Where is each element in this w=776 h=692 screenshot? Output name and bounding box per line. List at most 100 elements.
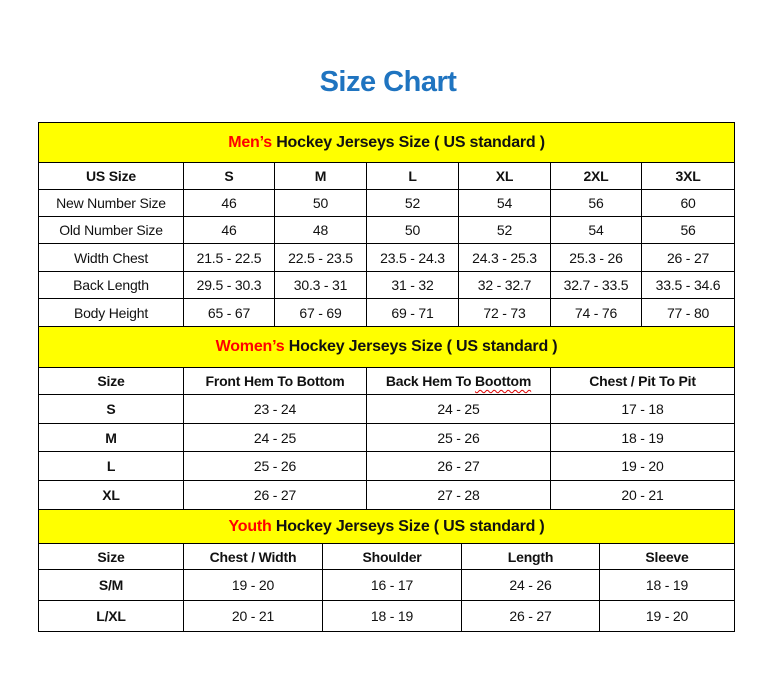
header-cell: L [366,162,459,190]
table-cell: Old Number Size [38,216,184,244]
header-cell: Sleeve [598,543,736,570]
table-cell: 27 - 28 [366,480,551,510]
table-cell: 33.5 - 34.6 [640,271,736,299]
table-cell: 52 [458,216,551,244]
table-cell: Body Height [38,298,184,327]
table-row: L/XL 20 - 21 18 - 19 26 - 27 19 - 20 [38,600,736,632]
youth-heading-text: Hockey Jerseys Size ( US standard ) [271,517,545,535]
header-cell: US Size [38,162,184,190]
table-cell: 54 [550,216,642,244]
table-cell: 46 [183,216,275,244]
table-row: Width Chest 21.5 - 22.5 22.5 - 23.5 23.5 - … [38,243,736,272]
table-cell: L/XL [38,600,184,632]
table-cell: 20 - 21 [183,600,323,632]
table-cell: 50 [274,189,367,217]
table-cell: 52 [366,189,459,217]
table-cell: 16 - 17 [322,569,462,601]
table-cell: 32.7 - 33.5 [550,271,642,299]
table-cell: S [38,394,184,424]
header-cell: Size [38,367,184,395]
header-cell: M [274,162,367,190]
table-cell: 18 - 19 [598,569,736,601]
table-cell: 26 - 27 [366,451,551,481]
table-row: M 24 - 25 25 - 26 18 - 19 [38,423,736,452]
page-title: Size Chart [319,66,457,98]
women-size-table: Women’s Hockey Jerseys Size ( US standar… [37,326,736,510]
table-cell: 25 - 26 [183,451,367,481]
table-cell: 54 [458,189,551,217]
table-cell: 56 [550,189,642,217]
table-cell: S/M [38,569,184,601]
table-cell: 22.5 - 23.5 [274,243,367,272]
header-cell: 3XL [640,162,736,190]
table-cell: New Number Size [38,189,184,217]
table-cell: 17 - 18 [549,394,736,424]
header-cell: XL [458,162,551,190]
table-cell: Width Chest [38,243,184,272]
table-row: L 25 - 26 26 - 27 19 - 20 [38,451,736,481]
misspelled-word: Boottom [475,373,532,389]
table-cell: XL [38,480,184,510]
header-cell: Shoulder [322,543,462,570]
header-cell: S [183,162,275,190]
header-cell: 2XL [550,162,642,190]
table-cell: 25 - 26 [366,423,551,452]
table-cell: 26 - 27 [183,480,367,510]
header-cell: Front Hem To Bottom [183,367,367,395]
table-cell: 48 [274,216,367,244]
men-size-table: Men’s Hockey Jerseys Size ( US standard … [37,122,736,327]
youth-size-table: Youth Hockey Jerseys Size ( US standard … [37,509,736,632]
table-cell: 18 - 19 [549,423,736,452]
table-cell: 30.3 - 31 [274,271,367,299]
header-cell: Chest / Width [183,543,323,570]
table-row: Body Height 65 - 67 67 - 69 69 - 71 72 - 73 7… [38,298,736,327]
table-row: S 23 - 24 24 - 25 17 - 18 [38,394,736,424]
youth-heading-accent: Youth [228,517,272,535]
men-header-row: US Size S M L XL 2XL 3XL [38,162,736,190]
table-cell: 23.5 - 24.3 [366,243,459,272]
youth-header-row: Size Chest / Width Shoulder Length Sleeve [38,543,736,570]
table-cell: Back Length [38,271,184,299]
table-cell: 24.3 - 25.3 [458,243,551,272]
table-cell: 19 - 20 [598,600,736,632]
table-row: Back Length 29.5 - 30.3 30.3 - 31 31 - 32 32… [38,271,736,299]
youth-section-heading: Youth Hockey Jerseys Size ( US standard … [37,509,736,544]
table-cell: M [38,423,184,452]
table-cell: 26 - 27 [461,600,600,632]
men-section-heading: Men’s Hockey Jerseys Size ( US standard … [37,122,736,163]
table-cell: 24 - 26 [461,569,600,601]
header-text: Back Hem To [385,373,475,389]
table-cell: 46 [183,189,275,217]
women-header-row: Size Front Hem To Bottom Back Hem To Boo… [38,367,736,395]
table-cell: 25.3 - 26 [550,243,642,272]
table-cell: 56 [640,216,736,244]
table-row: New Number Size 46 50 52 54 56 60 [38,189,736,217]
table-cell: 77 - 80 [640,298,736,327]
table-cell: 24 - 25 [366,394,551,424]
table-cell: 23 - 24 [183,394,367,424]
table-cell: 72 - 73 [458,298,551,327]
table-cell: 26 - 27 [640,243,736,272]
header-cell: Length [461,543,600,570]
table-row: Old Number Size 46 48 50 52 54 56 [38,216,736,244]
table-cell: L [38,451,184,481]
table-cell: 24 - 25 [183,423,367,452]
header-cell: Size [38,543,184,570]
table-cell: 74 - 76 [550,298,642,327]
table-cell: 20 - 21 [549,480,736,510]
header-cell: Chest / Pit To Pit [549,367,736,395]
table-cell: 29.5 - 30.3 [183,271,275,299]
table-cell: 31 - 32 [366,271,459,299]
table-cell: 60 [640,189,736,217]
men-heading-accent: Men’s [228,133,272,151]
table-cell: 69 - 71 [366,298,459,327]
table-row: XL 26 - 27 27 - 28 20 - 21 [38,480,736,510]
table-cell: 19 - 20 [183,569,323,601]
women-heading-accent: Women’s [215,338,285,355]
table-cell: 19 - 20 [549,451,736,481]
table-cell: 65 - 67 [183,298,275,327]
table-cell: 32 - 32.7 [458,271,551,299]
table-cell: 18 - 19 [322,600,462,632]
table-row: S/M 19 - 20 16 - 17 24 - 26 18 - 19 [38,569,736,601]
size-chart: Men’s Hockey Jerseys Size ( US standard … [37,122,736,632]
